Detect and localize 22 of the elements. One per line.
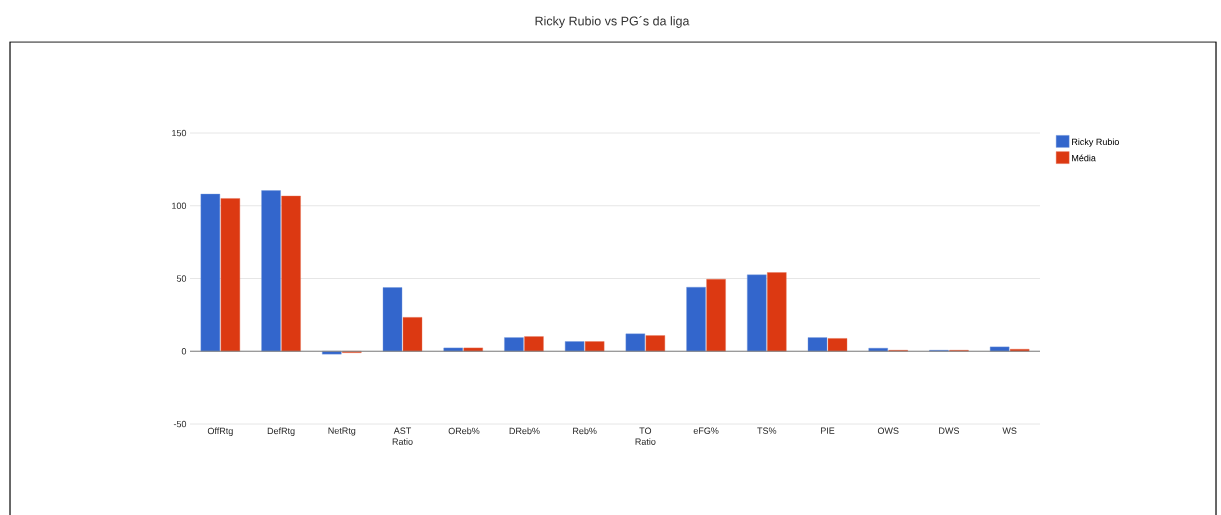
y-tick-label: 150: [172, 129, 187, 137]
legend-label: Ricky Rubio: [1072, 138, 1119, 147]
x-tick-label: OffRtg: [207, 427, 233, 436]
x-tick-label: DReb%: [509, 427, 540, 435]
x-tick-label: DefRtg: [267, 427, 295, 436]
x-tick-label: eFG%: [693, 427, 719, 434]
x-tick-label: PIE: [820, 427, 835, 434]
x-tick-label: TO Ratio: [635, 427, 656, 445]
x-tick-label: WS: [1002, 427, 1017, 434]
y-tick-label: 0: [181, 348, 187, 355]
legend-label: Média: [1072, 154, 1096, 162]
x-tick-label: NetRtg: [328, 427, 356, 436]
x-tick-label: TS%: [757, 427, 777, 434]
x-tick-label: OWS: [877, 427, 899, 434]
y-tick-label: -50: [173, 420, 187, 428]
y-tick-label: 50: [176, 275, 187, 282]
x-tick-label: DWS: [939, 427, 960, 434]
x-tick-label: AST Ratio: [392, 427, 413, 445]
chart-title: Ricky Rubio vs PG´s da liga: [535, 16, 690, 28]
x-tick-label: Reb%: [573, 427, 597, 435]
y-tick-label: 100: [172, 202, 187, 209]
x-tick-label: OReb%: [448, 427, 480, 435]
